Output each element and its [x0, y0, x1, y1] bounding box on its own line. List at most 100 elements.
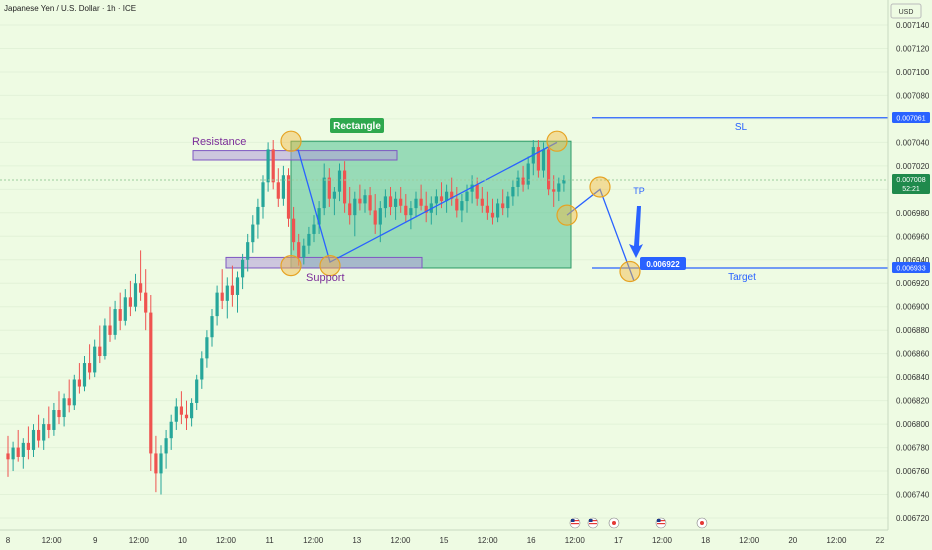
- candle: [149, 294, 153, 472]
- price-tick-label: 0.006760: [896, 467, 930, 476]
- us-flag-event-icon[interactable]: [655, 517, 667, 529]
- candle: [388, 186, 393, 216]
- candle: [82, 356, 87, 392]
- candle-body: [557, 183, 561, 192]
- candle-body: [144, 292, 148, 313]
- candle: [98, 325, 102, 364]
- trend-line[interactable]: [297, 141, 558, 264]
- candle-body: [455, 198, 459, 211]
- candle-body: [394, 198, 398, 207]
- candle: [225, 277, 229, 319]
- candle-body: [414, 198, 418, 209]
- jp-flag-event-icon[interactable]: [608, 517, 620, 529]
- candle-body: [383, 196, 387, 209]
- candle-body: [516, 177, 520, 187]
- candle-body: [256, 206, 260, 225]
- candle-body: [368, 195, 372, 211]
- time-tick-label: 9: [93, 536, 98, 545]
- candle: [195, 374, 199, 411]
- candle: [276, 168, 280, 207]
- candle: [434, 189, 438, 216]
- target-price-text: 0.006922: [646, 260, 680, 269]
- candle-body: [6, 453, 10, 460]
- candle: [394, 191, 398, 220]
- candle: [47, 406, 51, 439]
- candle: [506, 191, 510, 218]
- candle-body: [133, 283, 138, 307]
- candle: [215, 285, 219, 326]
- candle: [190, 398, 194, 427]
- current-price-tag: [892, 174, 930, 194]
- candle: [6, 435, 10, 477]
- candle-body: [506, 196, 510, 209]
- pivot-circle: [619, 260, 641, 283]
- resistance-zone[interactable]: [192, 150, 398, 161]
- candle-body: [246, 242, 250, 260]
- candle-body: [16, 447, 20, 457]
- candle-body: [332, 191, 336, 199]
- candle: [281, 165, 285, 206]
- candle: [557, 177, 561, 202]
- candle-body: [317, 208, 321, 225]
- pivot-circle: [280, 130, 302, 152]
- price-tick-label: 0.006840: [896, 373, 930, 382]
- candle: [200, 351, 204, 389]
- price-tick-label: 0.007120: [896, 44, 930, 53]
- candle-body: [450, 191, 454, 199]
- time-tick-label: 15: [440, 536, 449, 545]
- candle: [302, 238, 306, 265]
- candle: [399, 186, 403, 213]
- candle: [241, 253, 245, 290]
- candle-body: [220, 292, 224, 301]
- candle: [139, 250, 143, 301]
- time-tick-label: 8: [6, 536, 11, 545]
- candle-body: [26, 442, 30, 450]
- candle-body: [230, 285, 234, 295]
- candle-body: [337, 170, 342, 192]
- candle-body: [465, 191, 469, 202]
- candle: [455, 186, 459, 218]
- jp-flag-event-icon[interactable]: [696, 517, 708, 529]
- event-icons[interactable]: [569, 517, 708, 529]
- currency-button[interactable]: [890, 3, 922, 19]
- candle: [292, 206, 296, 251]
- pivot-circle: [280, 255, 302, 277]
- candle-body: [511, 186, 515, 197]
- time-tick-label: 13: [352, 536, 361, 545]
- candle-body: [388, 196, 393, 207]
- pivot-markers: [280, 130, 641, 283]
- candle: [261, 175, 265, 219]
- us-flag-event-icon[interactable]: [587, 517, 599, 529]
- candle: [118, 292, 122, 331]
- candle-body: [154, 453, 158, 474]
- candle: [230, 265, 234, 307]
- candle: [501, 189, 505, 216]
- candle-body: [251, 224, 255, 243]
- candle-body: [98, 346, 102, 357]
- us-flag-event-icon[interactable]: [569, 517, 581, 529]
- candle: [21, 438, 25, 469]
- candle-body: [169, 421, 173, 439]
- projection-path[interactable]: [566, 188, 635, 282]
- pivot-circle: [556, 204, 578, 226]
- currency-label: USD: [899, 9, 914, 16]
- time-tick-label: 22: [876, 536, 885, 545]
- price-tick-label: 0.007020: [896, 162, 930, 171]
- candle-body: [286, 175, 291, 219]
- time-tick-label: 12:00: [42, 536, 63, 545]
- time-tick-label: 17: [614, 536, 623, 545]
- time-axis[interactable]: 8 12:00 9 12:00 10 12:00 11 12:00 13 12:00 15 12:00…: [6, 536, 885, 545]
- candle: [343, 161, 347, 213]
- candle: [536, 140, 540, 178]
- candle: [332, 186, 336, 216]
- target-price-tag-text: 0.006933: [896, 266, 925, 273]
- candle-body: [292, 218, 296, 243]
- candle: [31, 424, 36, 457]
- candle-body: [501, 203, 505, 209]
- candle: [174, 398, 178, 430]
- price-axis[interactable]: 0.0071400.0071200.0071000.0070800.007060…: [896, 21, 930, 523]
- price-tick-label: 0.006800: [896, 420, 930, 429]
- candle-body: [67, 398, 71, 406]
- candle-body: [470, 184, 474, 192]
